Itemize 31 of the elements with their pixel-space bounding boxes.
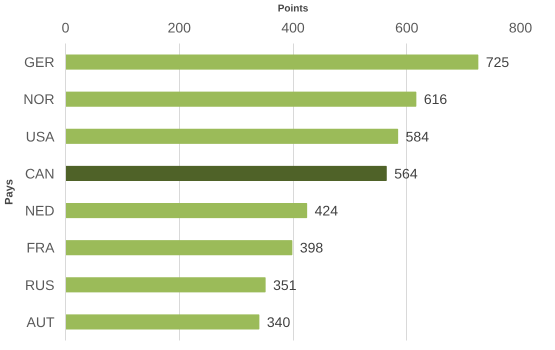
bar <box>66 314 260 330</box>
bar <box>66 128 398 144</box>
y-axis-title: Pays <box>3 179 16 205</box>
bar <box>66 240 292 256</box>
x-tick-label: 600 <box>395 20 419 36</box>
y-tick-label: FRA <box>26 240 56 256</box>
y-tick-label: GER <box>24 54 55 70</box>
x-tick-label: 400 <box>281 20 305 36</box>
x-tick-label: 0 <box>62 20 70 36</box>
data-label: 351 <box>273 276 297 293</box>
y-tick-label: NED <box>24 202 55 219</box>
data-label: 616 <box>424 91 448 108</box>
y-tick-label: RUS <box>24 276 55 293</box>
y-tick-label: NOR <box>23 91 55 108</box>
y-tick-label: AUT <box>26 314 55 330</box>
data-label: 398 <box>300 240 324 256</box>
x-tick-label: 200 <box>168 20 192 36</box>
x-tick-label: 800 <box>508 20 532 36</box>
data-label: 564 <box>394 165 418 182</box>
x-axis-title: Points <box>278 4 309 14</box>
data-label: 340 <box>266 314 290 330</box>
data-label: 725 <box>486 54 510 70</box>
bar <box>66 203 308 218</box>
bar <box>66 92 416 107</box>
data-label: 424 <box>314 202 338 219</box>
bar <box>66 277 266 292</box>
y-tick-label: CAN <box>24 165 55 182</box>
y-tick-label: USA <box>26 128 56 144</box>
bar <box>66 54 478 70</box>
bar <box>66 166 387 181</box>
data-label: 584 <box>406 128 430 144</box>
